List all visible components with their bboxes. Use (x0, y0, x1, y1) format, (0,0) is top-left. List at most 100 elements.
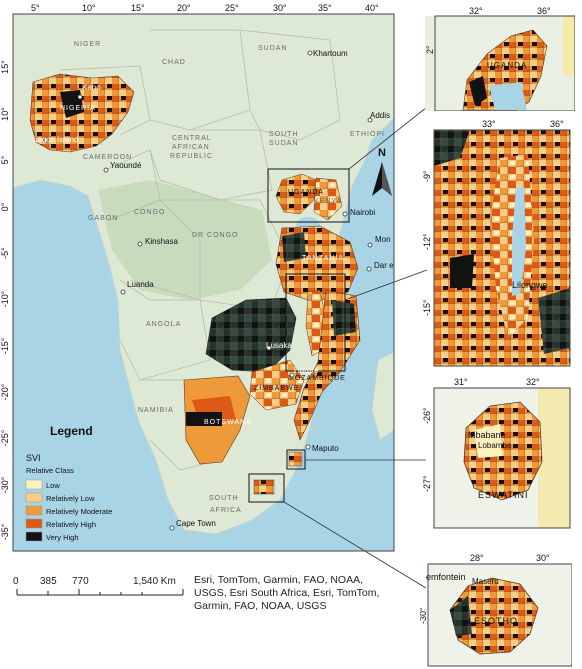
inset-tick: -26° (422, 407, 432, 424)
city-points (43, 50, 373, 531)
inset-lesotho: emfontein Maseru LESOTHO 28° 30° -30° (420, 553, 572, 667)
botswana-dark (186, 412, 222, 426)
lat-tick-label: -25° (0, 429, 10, 446)
lat-tick-label: -10° (0, 290, 10, 307)
inset-tick: -12° (422, 233, 432, 250)
legend-swatch (25, 492, 43, 503)
inset-tick: 33° (482, 119, 496, 129)
country-label: TANZANIA (302, 255, 344, 262)
lon-tick-label: 35° (318, 3, 332, 13)
region-lesotho-small (253, 479, 275, 495)
tanzania-dark-patch (282, 232, 306, 262)
scale-bar (16, 589, 184, 596)
inset-tick: 36° (550, 119, 564, 129)
country-label: DR CONGO (192, 232, 239, 239)
main-graticule: 5° 10° 15° 20° 25° 30° 35° 40° 15° 10° 5° 0° -5° -10°… (0, 3, 379, 540)
north-label: N (378, 147, 386, 159)
city-label: Khartoum (313, 49, 348, 58)
country-label: UGANDA (288, 189, 324, 196)
country-label: BOTSWANA (204, 419, 252, 426)
region-uganda (275, 173, 317, 215)
lat-tick-label: -30° (0, 476, 10, 493)
city-label: Yaoundé (110, 161, 142, 170)
country-label: CHAD (162, 59, 186, 66)
legend: Legend SVI Relative Class Low Relatively … (25, 424, 112, 542)
legend-label: Very High (46, 533, 79, 542)
region-kenya (313, 177, 343, 221)
inset-label: Mbabane (468, 430, 506, 440)
scale-label: 385 (40, 576, 57, 587)
country-label: SUDAN (258, 45, 288, 52)
scale-labels: 0 385 770 1,540 Km (13, 576, 176, 587)
lon-tick-label: 30° (273, 3, 287, 13)
city-labels: Kano Lagos Island Yaoundé Khartoum Addis… (33, 49, 394, 528)
inset-eswatini: Mbabane Lobamba ESWATINI 31° 32° -26° -2… (422, 377, 571, 529)
inset-tick: 31° (454, 377, 468, 387)
city-label: Addis (370, 111, 390, 120)
legend-title: Legend (50, 424, 93, 438)
country-label: KENYA (314, 198, 342, 205)
inset-tick: -27° (422, 475, 432, 492)
mozambique-dark-patch (332, 300, 356, 336)
city-label: Dar e (374, 261, 394, 270)
country-label: ETHIOPI (350, 131, 385, 138)
city-label: Kinshasa (145, 237, 178, 246)
locator-boxes (248, 168, 350, 503)
legend-label: Relatively Moderate (46, 507, 112, 516)
country-label: CENTRAL (172, 135, 212, 142)
land-madagascar (371, 351, 395, 441)
lon-tick-label: 10° (82, 3, 96, 13)
inset-label: LESOTHO (468, 616, 518, 626)
region-zimbabwe (249, 359, 305, 411)
forest-shade (98, 180, 272, 300)
inset-label: Lobamba (478, 441, 512, 450)
scale-label: 0 (13, 576, 19, 587)
north-arrow-icon: N (372, 147, 392, 196)
lat-tick-label: 15° (0, 60, 10, 74)
city-label: Harare (294, 366, 319, 375)
lon-tick-label: 20° (177, 3, 191, 13)
inset-tick: -30° (420, 607, 428, 624)
inset-label: Maseru (472, 577, 499, 586)
country-label: CAMEROON (83, 154, 132, 161)
city-label: Lusaka (266, 341, 292, 350)
country-label: NIGERIA (60, 105, 96, 112)
country-label: AFRICAN (172, 144, 210, 151)
inset-tick: 32° (526, 377, 540, 387)
city-label: Cape Town (176, 519, 216, 528)
city-label: Lagos Island (33, 135, 78, 144)
lat-tick-label: 0° (0, 202, 10, 211)
country-label: ANGOLA (146, 321, 181, 328)
city-label: Luanda (127, 280, 154, 289)
region-zambia (205, 297, 297, 373)
country-label: NIGER (74, 41, 101, 48)
country-label: CONGO (134, 209, 165, 216)
legend-layer: SVI (26, 453, 41, 463)
city-label: Mon (375, 235, 391, 244)
lon-tick-label: 40° (365, 3, 379, 13)
lat-tick-label: 10° (0, 107, 10, 121)
leader-lines (283, 106, 428, 589)
scale-label: 1,540 Km (133, 576, 176, 587)
inset-tick: 36° (537, 6, 551, 16)
legend-label: Relatively Low (46, 494, 95, 503)
country-label: SOUTH (209, 495, 239, 502)
legend-swatch (25, 518, 43, 529)
legend-swatch (25, 531, 43, 542)
inset-malawi: Lilongwe 33° 36° -9° -12° -15° (422, 119, 571, 367)
lat-tick-label: -15° (0, 337, 10, 354)
inset-label: UGANDA (487, 61, 527, 70)
country-label: NAMIBIA (138, 407, 174, 414)
country-label: SOUTH (269, 131, 299, 138)
inset-tick: -15° (422, 299, 432, 316)
city-label: Nairobi (350, 208, 376, 217)
region-nigeria (29, 73, 135, 153)
country-labels: NIGER CHAD SUDAN CENTRAL AFRICAN REPUBLI… (60, 41, 385, 514)
inset-tick: 28° (470, 553, 484, 563)
legend-swatch (25, 479, 43, 490)
lat-tick-label: -5° (0, 247, 10, 259)
lon-tick-label: 25° (225, 3, 239, 13)
lon-tick-label: 15° (131, 3, 145, 13)
legend-label: Relatively High (46, 520, 96, 529)
